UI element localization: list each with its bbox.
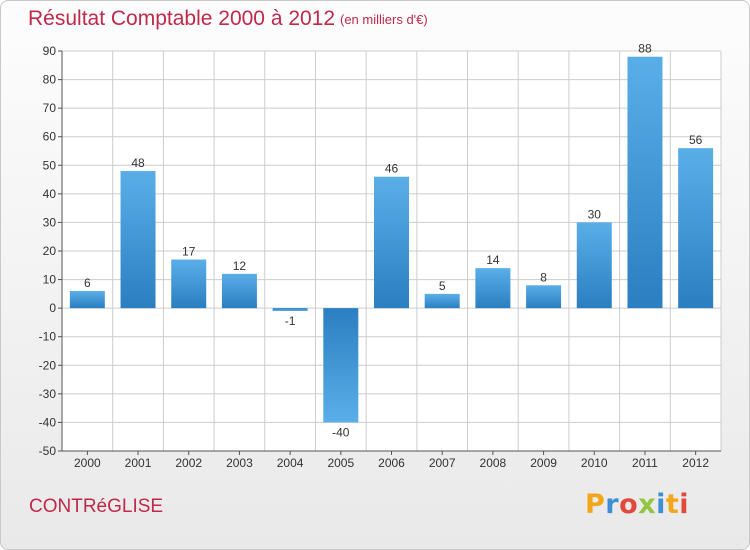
x-tick-label-2007: 2007 <box>429 456 456 470</box>
x-tick-label-2005: 2005 <box>327 456 354 470</box>
x-tick-label-2001: 2001 <box>125 456 152 470</box>
y-tick-label: -30 <box>39 387 57 401</box>
data-label-2005: -40 <box>332 425 350 439</box>
data-label-2008: 14 <box>486 253 500 267</box>
y-tick-label: 20 <box>43 244 57 258</box>
bar-2009[interactable] <box>526 285 562 309</box>
y-tick-label: 0 <box>49 301 56 315</box>
y-tick-label: 90 <box>43 44 57 58</box>
logo-letter: o <box>619 489 639 520</box>
x-tick-label-2008: 2008 <box>480 456 507 470</box>
bar-2010[interactable] <box>576 222 612 309</box>
x-tick-label-2012: 2012 <box>682 456 709 470</box>
data-label-2011: 88 <box>638 42 652 56</box>
bar-2001[interactable] <box>120 171 156 309</box>
y-tick-label: -40 <box>39 415 57 429</box>
bar-2006[interactable] <box>374 176 409 309</box>
chart-title: Résultat Comptable 2000 à 2012 <box>28 7 336 30</box>
bar-2003[interactable] <box>221 273 257 309</box>
bar-2012[interactable] <box>678 148 714 309</box>
y-tick-label: 80 <box>43 73 57 87</box>
data-label-2004: -1 <box>285 314 296 328</box>
y-tick-label: 30 <box>43 215 57 229</box>
x-tick-label-2006: 2006 <box>378 456 405 470</box>
chart-subtitle: (en milliers d'€) <box>340 12 428 27</box>
x-tick-label-2004: 2004 <box>277 456 304 470</box>
y-tick-label: 50 <box>43 158 57 172</box>
x-tick-label-2002: 2002 <box>175 456 202 470</box>
data-label-2000: 6 <box>84 276 91 290</box>
logo-letter: t <box>665 489 680 520</box>
bar-2007[interactable] <box>424 293 460 309</box>
commune-name: CONTRéGLISE <box>29 496 164 517</box>
data-label-2006: 46 <box>385 162 399 176</box>
y-tick-label: 70 <box>43 101 57 115</box>
logo-letter: r <box>605 489 620 520</box>
logo-letter: x <box>638 489 657 520</box>
y-tick-label: 40 <box>43 187 57 201</box>
bar-2000[interactable] <box>69 291 105 309</box>
logo-letter: i <box>679 489 690 520</box>
bar-2005[interactable] <box>323 308 359 423</box>
bar-2008[interactable] <box>475 268 511 309</box>
bar-2004[interactable] <box>272 308 308 311</box>
bar-2011[interactable] <box>627 56 663 309</box>
data-label-2009: 8 <box>540 270 547 284</box>
data-label-2010: 30 <box>588 207 602 221</box>
bar-2002[interactable] <box>171 259 207 309</box>
data-label-2003: 12 <box>233 259 247 273</box>
y-tick-label: 60 <box>43 130 57 144</box>
data-label-2007: 5 <box>439 279 446 293</box>
data-label-2001: 48 <box>131 156 145 170</box>
proxiti-logo[interactable]: Proxiti <box>585 489 689 520</box>
logo-letter: P <box>585 489 606 520</box>
y-tick-label: -20 <box>39 358 57 372</box>
y-tick-label: 10 <box>43 273 57 287</box>
y-tick-label: -50 <box>39 444 57 458</box>
y-tick-label: -10 <box>39 330 57 344</box>
x-tick-label-2003: 2003 <box>226 456 253 470</box>
logo-letter: i <box>656 489 666 520</box>
x-tick-label-2010: 2010 <box>581 456 608 470</box>
data-label-2012: 56 <box>689 133 703 147</box>
x-tick-label-2000: 2000 <box>74 456 101 470</box>
data-label-2002: 17 <box>182 245 196 259</box>
x-tick-label-2011: 2011 <box>632 456 658 470</box>
x-tick-label-2009: 2009 <box>530 456 557 470</box>
